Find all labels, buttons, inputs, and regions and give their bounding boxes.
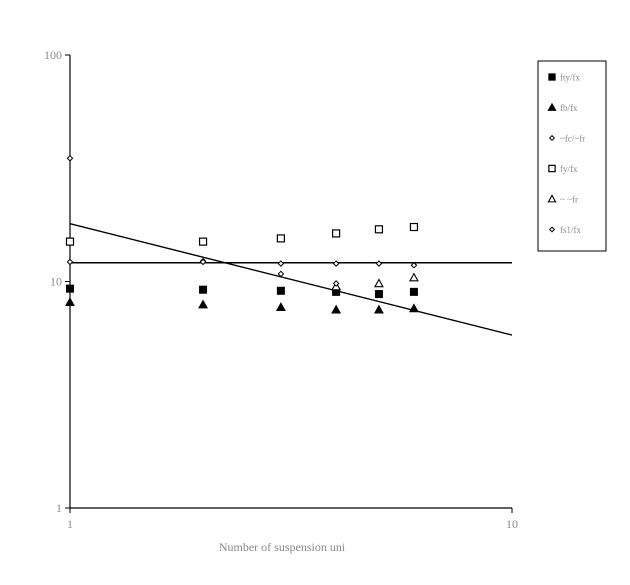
y-tick-label-0: 1 bbox=[56, 501, 62, 515]
axes: 1 10 100 1 10 bbox=[44, 48, 518, 531]
point-series3-2 bbox=[277, 260, 285, 267]
point-series4-5 bbox=[374, 225, 384, 234]
legend-marker-5 bbox=[547, 194, 557, 203]
point-series1-6 bbox=[409, 287, 418, 296]
legend-label-6: fs1/fx bbox=[560, 225, 581, 235]
legend-label-3: ~fc/~fr bbox=[560, 134, 585, 144]
x-tick-label-0: 1 bbox=[67, 517, 73, 531]
point-series5-3 bbox=[409, 272, 419, 282]
legend: fty/fx fb/fx ~fc/~fr fy/fx ~ ~fr fs1/fx bbox=[537, 60, 607, 252]
point-series4-1 bbox=[65, 237, 75, 246]
point-series3-3 bbox=[332, 260, 340, 267]
point-series3-5 bbox=[410, 261, 418, 269]
point-series2-3 bbox=[275, 302, 286, 311]
point-series1-2 bbox=[199, 285, 208, 294]
point-series1-3 bbox=[276, 286, 285, 295]
legend-marker-1 bbox=[548, 73, 556, 81]
point-series6-4 bbox=[277, 270, 285, 278]
legend-marker-4 bbox=[548, 164, 556, 173]
y-tick-label-2: 100 bbox=[44, 48, 62, 62]
point-series6-3 bbox=[199, 258, 207, 266]
point-series2-6 bbox=[409, 303, 419, 313]
point-series2-5 bbox=[374, 304, 384, 314]
point-series1-1 bbox=[66, 284, 74, 293]
legend-label-5: ~ ~fr bbox=[560, 195, 578, 205]
legend-box bbox=[537, 60, 607, 252]
legend-label-4: fy/fx bbox=[560, 164, 578, 174]
point-series4-6 bbox=[409, 222, 419, 232]
point-series4-4 bbox=[332, 229, 341, 238]
point-series1-5 bbox=[374, 290, 383, 299]
legend-marker-6 bbox=[548, 226, 556, 233]
point-series5-2 bbox=[374, 278, 384, 288]
x-tick-label-1: 10 bbox=[506, 517, 518, 531]
point-series2-1 bbox=[65, 297, 75, 306]
point-series6-2 bbox=[66, 258, 74, 266]
reference-lines bbox=[69, 223, 513, 336]
point-series6-1 bbox=[66, 154, 74, 162]
y-tick-label-1: 10 bbox=[50, 275, 62, 289]
legend-label-2: fb/fx bbox=[560, 103, 578, 113]
point-series4-2 bbox=[198, 237, 208, 246]
x-axis-label: Number of suspension uni bbox=[219, 540, 346, 554]
point-series3-4 bbox=[375, 260, 383, 267]
trend-line bbox=[69, 223, 513, 336]
point-series2-4 bbox=[331, 304, 342, 314]
legend-label-1: fty/fx bbox=[560, 73, 580, 83]
data-points bbox=[65, 154, 419, 314]
legend-marker-3 bbox=[548, 134, 556, 142]
point-series2-2 bbox=[198, 299, 208, 309]
point-series6-5 bbox=[332, 280, 340, 287]
legend-marker-2 bbox=[547, 102, 557, 111]
point-series4-3 bbox=[276, 234, 285, 243]
